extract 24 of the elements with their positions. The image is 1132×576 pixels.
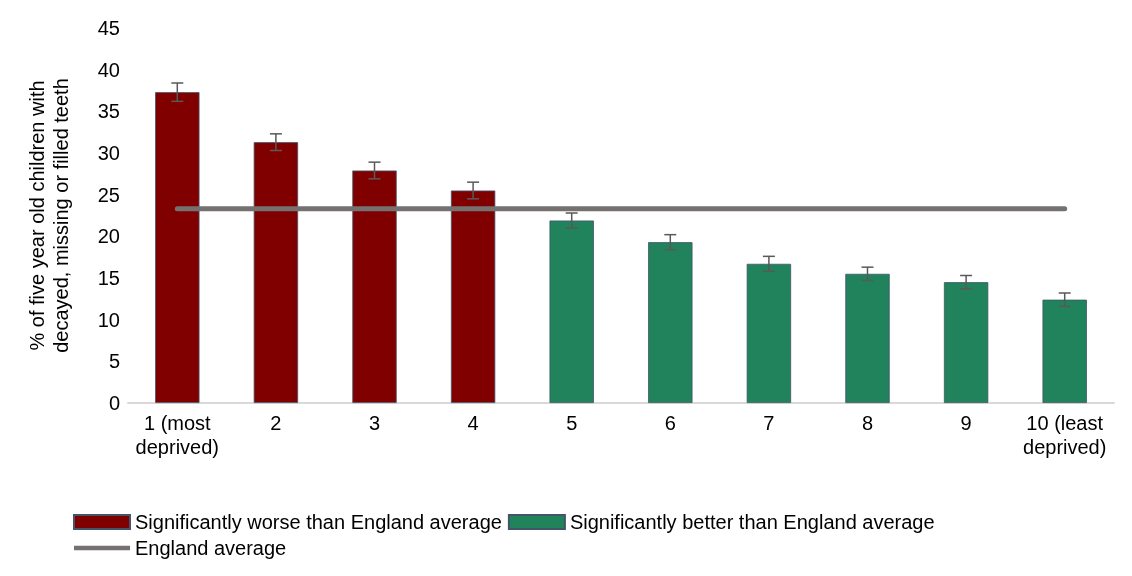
y-tick-label: 20: [97, 225, 120, 248]
x-tick-label: 10 (least deprived): [1023, 412, 1107, 458]
y-tick-label: 30: [97, 142, 120, 164]
y-axis-title: % of five year old children with decayed, missing or filled teeth: [26, 78, 72, 353]
x-tick-label: 1 (most deprived): [135, 412, 219, 458]
x-tick-label: 4: [467, 412, 479, 434]
y-tick-label: 25: [97, 183, 120, 206]
x-tick-label: 7: [763, 412, 775, 434]
y-tick-label: 35: [97, 100, 120, 123]
legend-label: England average: [135, 537, 287, 559]
legend-label: Significantly worse than England average: [135, 511, 502, 533]
legend-label: Significantly better than England average: [569, 511, 935, 533]
x-tick-label: 2: [270, 412, 282, 434]
x-tick-label: 5: [566, 412, 578, 434]
y-tick-label: 45: [97, 17, 120, 39]
x-tick-label: 9: [960, 412, 972, 434]
x-tick-label: 3: [368, 412, 381, 434]
x-tick-label: 8: [861, 412, 874, 434]
y-tick-label: 40: [97, 58, 120, 81]
y-tick-label: 10: [97, 308, 120, 331]
y-tick-label: 5: [108, 350, 120, 373]
y-tick-label: 0: [108, 392, 120, 414]
y-tick-label: 15: [97, 267, 120, 289]
x-tick-label: 6: [664, 412, 676, 434]
